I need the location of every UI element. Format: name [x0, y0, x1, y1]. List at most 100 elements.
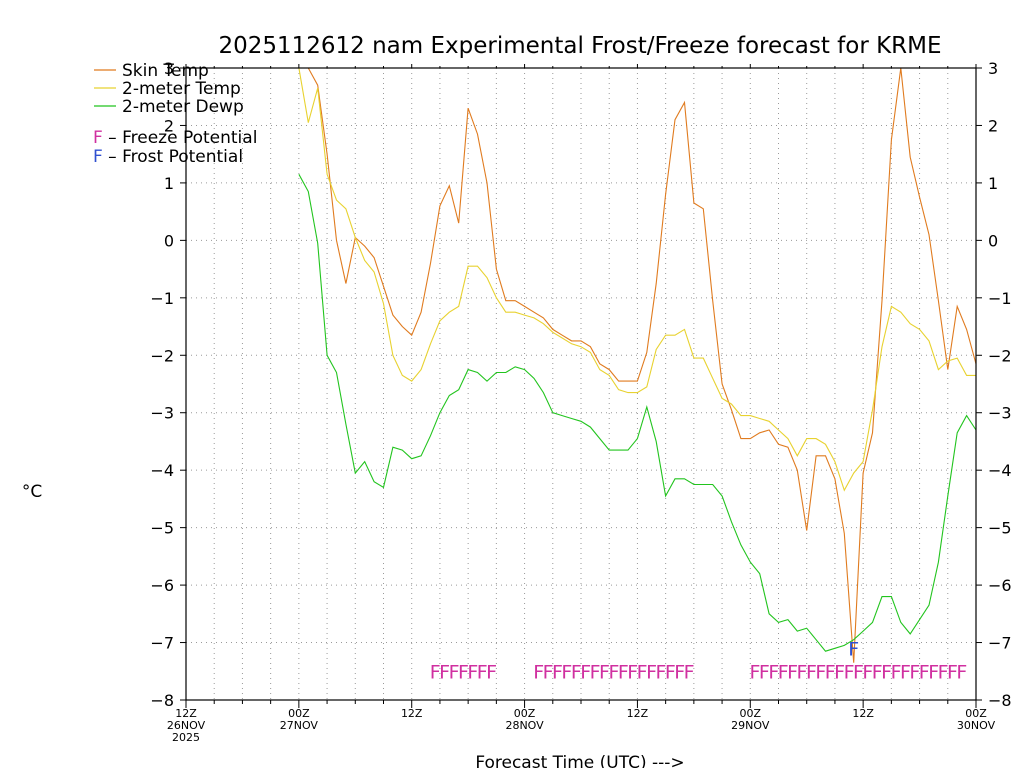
right-y-tick-label: −6 — [988, 576, 1012, 595]
freeze-marker: F — [919, 661, 930, 683]
freeze-marker: F — [834, 661, 845, 683]
freeze-marker: F — [797, 661, 808, 683]
legend-label: 2-meter Dewp — [122, 97, 244, 117]
freeze-marker: F — [552, 661, 563, 683]
freeze-marker: F — [637, 661, 648, 683]
frost-potential-markers: F — [848, 638, 859, 660]
x-tick-label: 00Z 27NOV — [280, 707, 319, 732]
freeze-marker: F — [608, 661, 619, 683]
left-y-axis: −8 −7 −6 −5 −4 −3 −2 −1 0 1 2 3 — [150, 59, 186, 710]
freeze-marker: F — [486, 661, 497, 683]
freeze-marker: F — [439, 661, 450, 683]
right-y-tick-label: −3 — [988, 404, 1012, 423]
right-y-tick-label: −8 — [988, 691, 1012, 710]
y-tick-label: 0 — [164, 231, 174, 250]
x-tick-label-line: 30NOV — [957, 719, 996, 732]
y-tick-label: −2 — [150, 346, 174, 365]
y-tick-label: −1 — [150, 289, 174, 308]
x-tick-label-line: 29NOV — [731, 719, 770, 732]
freeze-marker: F — [787, 661, 798, 683]
right-y-tick-label: −5 — [988, 519, 1012, 538]
freeze-marker: F — [815, 661, 826, 683]
freeze-marker: F — [627, 661, 638, 683]
freeze-marker: F — [449, 661, 460, 683]
freeze-marker: F — [590, 661, 601, 683]
x-tick-label-line: 00Z — [740, 707, 762, 720]
right-y-axis: −8 −7 −6 −5 −4 −3 −2 −1 0 1 2 3 — [976, 59, 1012, 710]
freeze-marker: F — [956, 661, 967, 683]
x-tick-label-line: 27NOV — [280, 719, 319, 732]
series-lines — [298, 67, 977, 663]
freeze-marker: F — [938, 661, 949, 683]
x-tick-label-line: 12Z — [175, 707, 197, 720]
right-y-tick-label: 3 — [988, 59, 998, 78]
freeze-marker: F — [947, 661, 958, 683]
freeze-marker: F — [862, 661, 873, 683]
freeze-marker: F — [674, 661, 685, 683]
freeze-marker: F — [561, 661, 572, 683]
y-tick-label: −3 — [150, 404, 174, 423]
freeze-marker: F — [477, 661, 488, 683]
freeze-marker: F — [900, 661, 911, 683]
freeze-marker: F — [825, 661, 836, 683]
grid-lines — [186, 68, 976, 700]
freeze-marker: F — [458, 661, 469, 683]
freeze-marker: F — [646, 661, 657, 683]
right-y-tick-label: 2 — [988, 116, 998, 135]
x-tick-label-line: 12Z — [401, 707, 423, 720]
potential-legend-letter: F — [93, 128, 103, 148]
freeze-marker: F — [430, 661, 441, 683]
y-tick-label: 1 — [164, 174, 174, 193]
legend-label: Skin Temp — [122, 61, 209, 81]
freeze-marker: F — [684, 661, 695, 683]
freeze-marker: F — [580, 661, 591, 683]
potential-legend-text: – Frost Potential — [103, 147, 243, 167]
x-tick-label: 00Z 30NOV — [957, 707, 996, 732]
freeze-marker: F — [881, 661, 892, 683]
freeze-marker: F — [872, 661, 883, 683]
y-tick-label: −6 — [150, 576, 174, 595]
freeze-marker: F — [599, 661, 610, 683]
right-y-tick-label: −4 — [988, 461, 1012, 480]
x-tick-label-line: 00Z — [965, 707, 987, 720]
y-tick-label: −4 — [150, 461, 174, 480]
x-tick-label: 12Z — [401, 707, 423, 720]
x-tick-label-line: 2025 — [172, 731, 200, 744]
potential-legend-entry: F – Frost Potential — [93, 147, 243, 167]
x-tick-label: 00Z 29NOV — [731, 707, 770, 732]
freeze-marker: F — [768, 661, 779, 683]
potential-legend-entry: F – Freeze Potential — [93, 128, 257, 148]
series-2-meter-dewp — [298, 174, 977, 652]
right-y-tick-label: 0 — [988, 231, 998, 250]
freeze-marker: F — [467, 661, 478, 683]
x-tick-label: 12Z — [852, 707, 874, 720]
right-y-tick-label: −7 — [988, 634, 1012, 653]
y-tick-label: 3 — [164, 59, 174, 78]
x-tick-label-line: 12Z — [852, 707, 874, 720]
chart-title: 2025112612 nam Experimental Frost/Freeze… — [218, 33, 941, 59]
freeze-marker: F — [844, 661, 855, 683]
x-tick-label-line: 28NOV — [505, 719, 544, 732]
freeze-marker: F — [806, 661, 817, 683]
series-2-meter-temp — [298, 67, 976, 492]
x-tick-label-line: 12Z — [627, 707, 649, 720]
freeze-marker: F — [750, 661, 761, 683]
freeze-marker: F — [853, 661, 864, 683]
freeze-marker: F — [543, 661, 554, 683]
right-y-tick-label: −1 — [988, 289, 1012, 308]
x-axis-label: Forecast Time (UTC) ---> — [475, 753, 684, 768]
freeze-marker: F — [665, 661, 676, 683]
freeze-marker: F — [571, 661, 582, 683]
potential-legend-text: – Freeze Potential — [103, 128, 258, 148]
y-axis-label: °C — [22, 482, 42, 502]
freeze-marker: F — [778, 661, 789, 683]
freeze-marker: F — [759, 661, 770, 683]
x-tick-label-line: 26NOV — [167, 719, 206, 732]
potential-legend-letter: F — [93, 147, 103, 167]
frost-marker: F — [848, 638, 859, 660]
series-skin-temp — [298, 67, 977, 663]
